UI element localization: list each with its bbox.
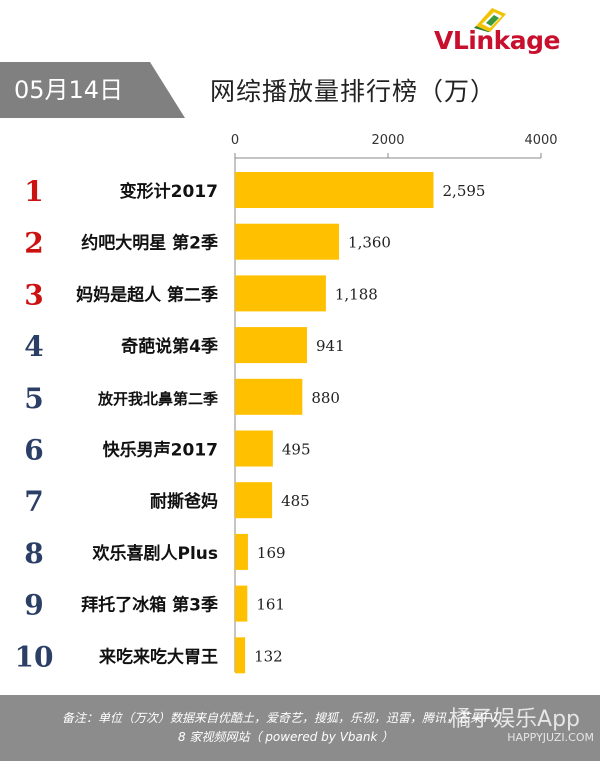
bar xyxy=(235,327,307,364)
category-label: 快乐男声2017 xyxy=(103,440,218,461)
footer: 备注：单位（万次）数据来自优酷土，爱奇艺，搜狐，乐视，迅雷，腾讯，芒果TV 8 … xyxy=(0,695,600,761)
bar xyxy=(235,223,340,260)
value-label: 1,188 xyxy=(335,285,378,303)
rank-number: 5 xyxy=(24,382,43,415)
category-label: 耐撕爸妈 xyxy=(150,491,218,512)
bar xyxy=(235,275,326,312)
value-label: 2,595 xyxy=(443,182,486,200)
rank-number: 6 xyxy=(24,434,43,467)
category-label: 变形计2017 xyxy=(120,181,218,202)
x-tick-label: 0 xyxy=(231,133,239,148)
bar xyxy=(235,378,303,415)
x-tick-label: 4000 xyxy=(524,133,557,148)
value-label: 485 xyxy=(281,492,310,510)
value-label: 161 xyxy=(256,596,285,614)
value-label: 1,360 xyxy=(348,234,391,252)
value-label: 169 xyxy=(257,544,286,562)
bar xyxy=(235,482,273,519)
date-tab: 05月14日 xyxy=(0,62,185,118)
chart-title: 网综播放量排行榜（万） xyxy=(210,77,497,106)
value-label: 495 xyxy=(282,441,311,459)
date-tab-shape xyxy=(0,62,185,118)
logo-mark-icon xyxy=(474,8,506,32)
bar xyxy=(235,637,246,674)
bar xyxy=(235,585,248,622)
date-label: 05月14日 xyxy=(14,76,124,104)
value-label: 880 xyxy=(311,389,340,407)
bar xyxy=(235,430,273,467)
watermark-app: 橘子娱乐App xyxy=(449,707,580,732)
category-label: 妈妈是超人 第二季 xyxy=(76,284,218,305)
watermark-url: HAPPYJUZI.COM xyxy=(507,731,594,744)
x-tick-label: 2000 xyxy=(371,133,404,148)
rank-number: 9 xyxy=(24,589,43,622)
bar xyxy=(235,172,434,208)
category-label: 放开我北鼻第二季 xyxy=(97,390,218,408)
rank-number: 3 xyxy=(24,278,43,311)
value-label: 132 xyxy=(254,647,283,665)
bar xyxy=(235,533,248,570)
rank-number: 1 xyxy=(24,175,43,208)
category-label: 拜托了冰箱 第3季 xyxy=(81,595,218,616)
category-label: 奇葩说第4季 xyxy=(121,336,218,357)
vlinkage-logo: VLinkage xyxy=(432,4,592,56)
footer-note-line2: 8 家视频网站（ powered by Vbank ） xyxy=(178,730,394,744)
rank-number: 10 xyxy=(15,640,54,673)
logo-text: VLinkage xyxy=(434,26,561,55)
value-label: 941 xyxy=(316,337,345,355)
category-label: 来吃来吃大胃王 xyxy=(98,646,218,667)
footer-note-line1: 备注：单位（万次）数据来自优酷土，爱奇艺，搜狐，乐视，迅雷，腾讯，芒果TV xyxy=(62,711,498,725)
rank-number: 7 xyxy=(24,485,43,518)
bar-chart: 0 2000 4000 2,595 1 变形计2017 1,360 2 约吧大明星 第2季 1,1… xyxy=(15,133,558,674)
rank-number: 4 xyxy=(24,330,43,363)
rank-number: 2 xyxy=(24,227,43,260)
category-label: 约吧大明星 第2季 xyxy=(81,233,218,254)
rank-number: 8 xyxy=(24,537,43,570)
category-label: 欢乐喜剧人Plus xyxy=(91,543,218,564)
